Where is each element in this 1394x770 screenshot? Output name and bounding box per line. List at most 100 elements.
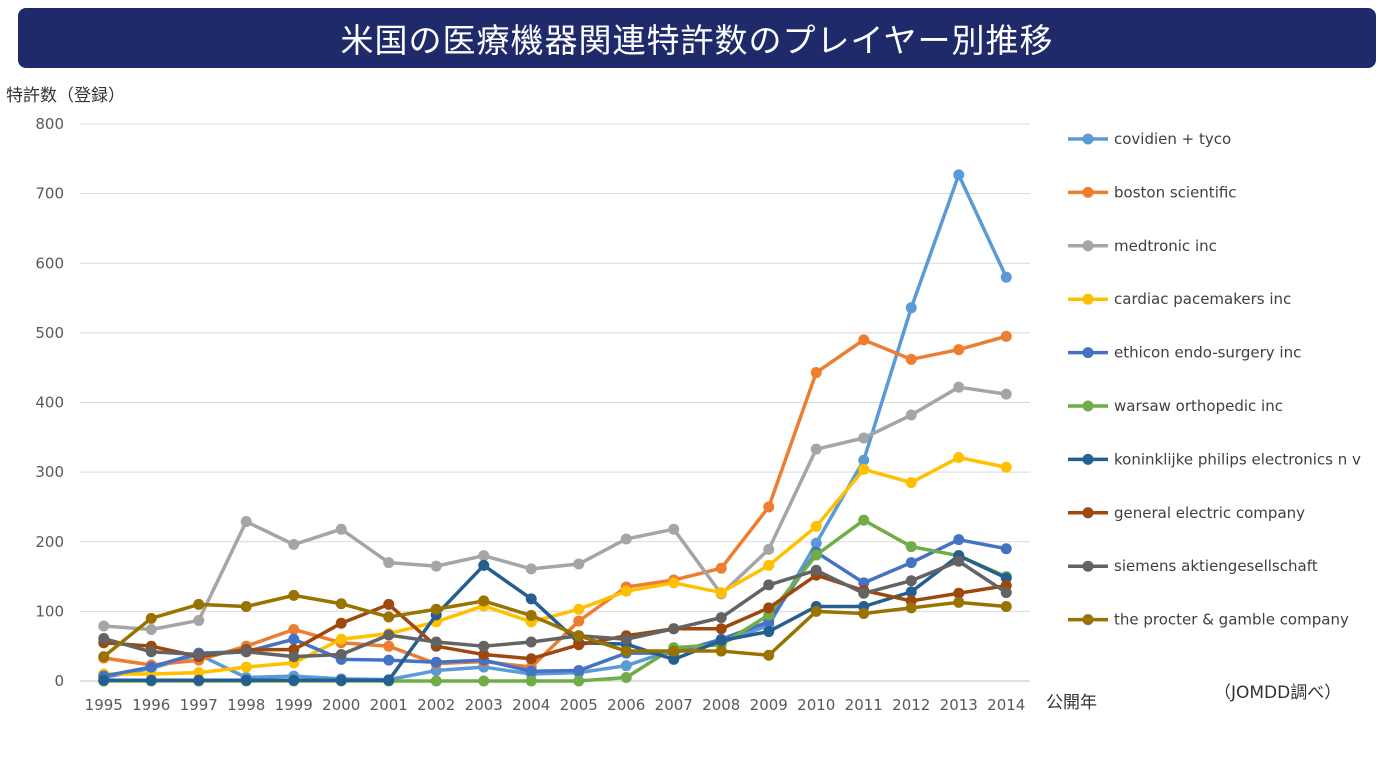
series-line (102, 334, 1008, 669)
data-point (478, 595, 490, 607)
data-point (953, 452, 965, 464)
data-point (240, 601, 252, 613)
data-point (430, 603, 442, 615)
series-line (102, 553, 1008, 683)
y-tick-label: 600 (35, 254, 64, 272)
data-point (715, 562, 727, 574)
data-point (953, 596, 965, 608)
data-point (193, 598, 205, 610)
y-tick-label: 200 (35, 533, 64, 551)
data-point (525, 593, 537, 605)
legend-label: medtronic inc (1114, 237, 1217, 255)
data-point (810, 367, 822, 379)
data-point (288, 623, 300, 635)
x-tick-label: 1997 (180, 696, 218, 714)
data-point (478, 675, 490, 687)
data-point (383, 654, 395, 666)
legend-marker (1082, 240, 1094, 252)
data-point (288, 633, 300, 645)
data-point (573, 630, 585, 642)
data-point (240, 674, 252, 686)
legend-label: ethicon endo-surgery inc (1114, 344, 1301, 362)
series-line (102, 559, 1008, 659)
data-point (763, 543, 775, 555)
data-point (858, 587, 870, 599)
series-line (102, 593, 1008, 659)
y-tick-label: 500 (35, 324, 64, 342)
y-tick-label: 800 (35, 115, 64, 133)
title-banner: 米国の医療機器関連特許数のプレイヤー別推移 (18, 8, 1376, 68)
x-tick-label: 1998 (227, 696, 265, 714)
data-point (430, 560, 442, 572)
data-point (525, 610, 537, 622)
legend-marker (1082, 293, 1094, 305)
data-point (383, 674, 395, 686)
data-point (240, 661, 252, 673)
data-point (620, 672, 632, 684)
x-tick-label: 2013 (940, 696, 978, 714)
data-point (620, 645, 632, 657)
data-point (573, 665, 585, 677)
data-point (478, 550, 490, 562)
y-axis-title: 特許数（登録） (6, 86, 125, 106)
x-tick-label: 2005 (560, 696, 598, 714)
legend-marker (1082, 507, 1094, 519)
data-point (905, 477, 917, 489)
data-point (478, 640, 490, 652)
legend-marker (1082, 186, 1094, 198)
data-point (1000, 330, 1012, 342)
y-tick-label: 100 (35, 602, 64, 620)
data-point (763, 626, 775, 638)
data-point (953, 344, 965, 356)
data-point (573, 558, 585, 570)
data-point (193, 667, 205, 679)
data-point (573, 639, 585, 651)
series-line (102, 455, 1008, 676)
data-point (953, 534, 965, 546)
data-point (668, 577, 680, 589)
legend-marker (1082, 347, 1094, 359)
y-tick-label: 400 (35, 394, 64, 412)
data-point (858, 514, 870, 526)
data-point (858, 607, 870, 619)
x-tick-label: 2014 (987, 696, 1025, 714)
data-point (858, 334, 870, 346)
source-note: （JOMDD調べ） (1214, 683, 1342, 703)
x-tick-label: 2008 (702, 696, 740, 714)
data-point (763, 602, 775, 614)
data-point (193, 649, 205, 661)
x-tick-label: 1995 (85, 696, 123, 714)
data-point (858, 454, 870, 466)
data-point (715, 645, 727, 657)
legend-label: koninklijke philips electronics n v (1114, 450, 1361, 468)
data-point (715, 623, 727, 635)
chart-title: 米国の医療機器関連特許数のプレイヤー別推移 (340, 21, 1054, 60)
data-point (145, 661, 157, 673)
data-point (383, 598, 395, 610)
data-point (288, 539, 300, 551)
data-point (810, 564, 822, 576)
x-tick-label: 2007 (655, 696, 693, 714)
legend-label: siemens aktiengesellschaft (1114, 557, 1318, 575)
data-point (288, 589, 300, 601)
data-point (953, 169, 965, 181)
data-point (620, 660, 632, 672)
x-tick-label: 2001 (370, 696, 408, 714)
legend-label: the procter & gamble company (1114, 611, 1349, 629)
x-tick-label: 2006 (607, 696, 645, 714)
legend-marker (1082, 560, 1094, 572)
data-point (905, 586, 917, 598)
data-point (193, 614, 205, 626)
data-point (620, 533, 632, 545)
data-point (763, 649, 775, 661)
legend-label: warsaw orthopedic inc (1114, 397, 1283, 415)
data-point (1000, 543, 1012, 555)
data-point (525, 653, 537, 665)
x-tick-label: 1996 (132, 696, 170, 714)
data-point (240, 646, 252, 658)
legend-marker (1082, 614, 1094, 626)
legend-marker (1082, 400, 1094, 412)
data-point (525, 563, 537, 575)
x-tick-label: 2004 (512, 696, 550, 714)
